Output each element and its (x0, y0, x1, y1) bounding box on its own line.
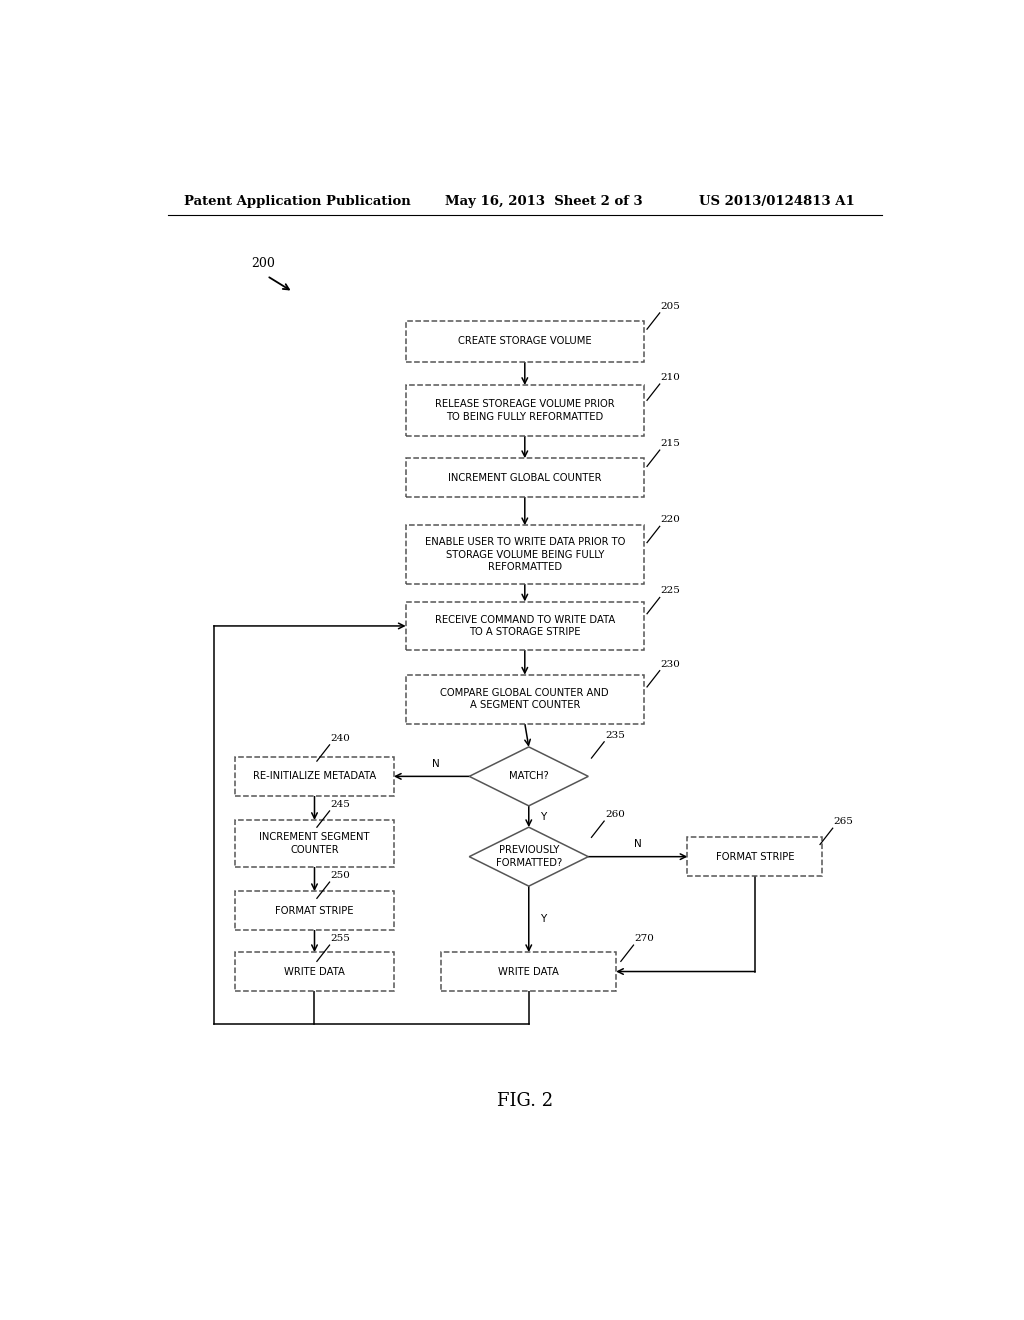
FancyBboxPatch shape (687, 837, 822, 876)
Text: 200: 200 (251, 257, 274, 271)
FancyBboxPatch shape (236, 820, 394, 867)
FancyBboxPatch shape (236, 891, 394, 929)
Text: 205: 205 (660, 302, 680, 312)
Text: 220: 220 (660, 515, 680, 524)
Text: WRITE DATA: WRITE DATA (284, 966, 345, 977)
FancyBboxPatch shape (441, 952, 616, 991)
Text: 250: 250 (331, 871, 350, 880)
Text: N: N (432, 759, 439, 770)
Text: 235: 235 (605, 731, 625, 739)
Text: Y: Y (540, 915, 546, 924)
Text: 240: 240 (331, 734, 350, 743)
Text: May 16, 2013  Sheet 2 of 3: May 16, 2013 Sheet 2 of 3 (445, 194, 643, 207)
Text: 255: 255 (331, 935, 350, 942)
Text: 230: 230 (660, 660, 680, 669)
FancyBboxPatch shape (236, 952, 394, 991)
Text: ENABLE USER TO WRITE DATA PRIOR TO
STORAGE VOLUME BEING FULLY
REFORMATTED: ENABLE USER TO WRITE DATA PRIOR TO STORA… (425, 537, 625, 572)
Text: FORMAT STRIPE: FORMAT STRIPE (716, 851, 795, 862)
Text: 215: 215 (660, 440, 680, 447)
Text: WRITE DATA: WRITE DATA (499, 966, 559, 977)
Text: RECEIVE COMMAND TO WRITE DATA
TO A STORAGE STRIPE: RECEIVE COMMAND TO WRITE DATA TO A STORA… (434, 615, 615, 638)
FancyBboxPatch shape (406, 321, 644, 362)
Text: 260: 260 (605, 810, 625, 818)
Text: N: N (634, 840, 642, 850)
Text: MATCH?: MATCH? (509, 771, 549, 781)
Text: Patent Application Publication: Patent Application Publication (183, 194, 411, 207)
FancyBboxPatch shape (406, 458, 644, 496)
Text: 265: 265 (834, 817, 853, 826)
Text: US 2013/0124813 A1: US 2013/0124813 A1 (699, 194, 855, 207)
Text: INCREMENT SEGMENT
COUNTER: INCREMENT SEGMENT COUNTER (259, 832, 370, 854)
Text: INCREMENT GLOBAL COUNTER: INCREMENT GLOBAL COUNTER (449, 473, 601, 483)
Text: Y: Y (540, 812, 546, 821)
Text: FIG. 2: FIG. 2 (497, 1092, 553, 1110)
Text: FORMAT STRIPE: FORMAT STRIPE (275, 906, 353, 916)
Polygon shape (469, 828, 588, 886)
Text: RE-INITIALIZE METADATA: RE-INITIALIZE METADATA (253, 771, 376, 781)
Text: COMPARE GLOBAL COUNTER AND
A SEGMENT COUNTER: COMPARE GLOBAL COUNTER AND A SEGMENT COU… (440, 688, 609, 710)
Text: 245: 245 (331, 800, 350, 809)
Text: 225: 225 (660, 586, 680, 595)
FancyBboxPatch shape (406, 602, 644, 651)
FancyBboxPatch shape (406, 675, 644, 723)
Text: CREATE STORAGE VOLUME: CREATE STORAGE VOLUME (458, 337, 592, 346)
FancyBboxPatch shape (406, 525, 644, 585)
Text: 210: 210 (660, 374, 680, 381)
Text: 270: 270 (634, 935, 654, 942)
FancyBboxPatch shape (406, 385, 644, 436)
Polygon shape (469, 747, 588, 805)
Text: RELEASE STOREAGE VOLUME PRIOR
TO BEING FULLY REFORMATTED: RELEASE STOREAGE VOLUME PRIOR TO BEING F… (435, 399, 614, 421)
Text: PREVIOUSLY
FORMATTED?: PREVIOUSLY FORMATTED? (496, 846, 562, 867)
FancyBboxPatch shape (236, 758, 394, 796)
